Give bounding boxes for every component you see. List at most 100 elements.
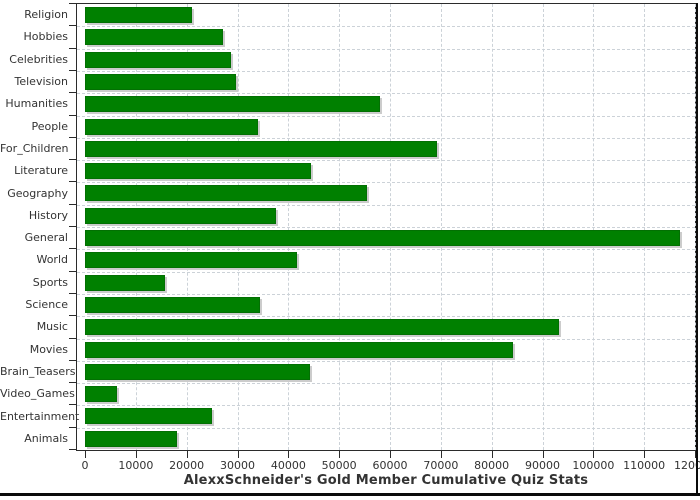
x-tick-label: 90000: [525, 459, 560, 472]
category-label: Brain_Teasers: [0, 364, 76, 378]
y-axis-tick: [69, 47, 76, 49]
bar-religion: [85, 7, 192, 23]
category-label: Hobbies: [23, 30, 68, 44]
x-axis-tick: [135, 451, 137, 458]
gridline-horizontal: [77, 427, 695, 429]
x-tick-label: 10000: [118, 459, 154, 472]
x-tick-label: 0: [81, 459, 89, 472]
category-label: General: [24, 231, 68, 245]
gridline-horizontal: [77, 316, 695, 318]
y-axis-tick: [69, 203, 76, 205]
gridline-horizontal: [77, 249, 695, 251]
gridline-horizontal: [77, 26, 695, 28]
category-label: Music: [36, 320, 68, 334]
x-axis-tick: [390, 451, 391, 458]
x-axis-tick: [491, 451, 493, 458]
x-axis-tick: [542, 451, 544, 458]
x-axis-tick: [339, 451, 341, 458]
y-axis-tick: [69, 359, 76, 361]
bar-brain_teasers: [85, 363, 311, 380]
bar-history: [85, 207, 277, 224]
y-axis-tick: [69, 248, 76, 250]
x-axis-tick: [593, 451, 595, 458]
gridline-horizontal: [77, 115, 695, 117]
y-axis-tick: [69, 3, 76, 4]
x-axis-tick: [288, 451, 290, 458]
gridline-horizontal: [77, 204, 695, 206]
x-tick-label: 80000: [474, 459, 510, 472]
gridline-horizontal: [77, 271, 695, 273]
category-label: People: [31, 119, 68, 133]
gridline-horizontal: [77, 293, 695, 295]
x-axis-tick: [237, 451, 239, 458]
y-axis-tick: [69, 92, 76, 94]
bar-literature: [85, 163, 311, 180]
category-label: Video_Games: [0, 387, 75, 401]
y-axis-tick: [69, 426, 76, 428]
category-label: Humanities: [5, 97, 68, 111]
bar-celebrities: [85, 51, 232, 68]
bar-for_children: [85, 140, 438, 157]
y-axis-tick: [69, 270, 76, 272]
y-axis-tick: [69, 315, 76, 317]
category-label: Movies: [29, 342, 68, 356]
y-axis-tick: [69, 25, 76, 27]
x-tick-label: 30000: [220, 459, 255, 472]
gridline-horizontal: [77, 360, 695, 362]
x-axis-tick: [644, 451, 646, 458]
y-axis-tick: [69, 159, 76, 161]
gridline-horizontal: [77, 70, 695, 72]
bar-geography: [85, 185, 368, 202]
x-tick-label: 70000: [423, 459, 459, 472]
bar-general: [85, 230, 680, 246]
x-tick-label: 50000: [321, 459, 357, 472]
gridline-horizontal: [77, 160, 695, 162]
category-label: Literature: [14, 164, 68, 178]
category-label: Celebrities: [9, 52, 68, 66]
category-label: For_Children: [0, 141, 69, 155]
chart-title: AlexxSchneider's Gold Member Cumulative …: [183, 473, 589, 488]
gridline-horizontal: [77, 48, 695, 50]
category-label: Television: [14, 75, 69, 89]
plot-area: [76, 3, 696, 451]
bar-entertainment: [85, 408, 213, 425]
bar-world: [85, 252, 298, 269]
x-axis-tick: [440, 451, 442, 458]
bar-television: [85, 73, 236, 90]
category-label: Religion: [24, 8, 68, 22]
x-tick-label: 100000: [572, 459, 615, 472]
y-axis-tick: [69, 114, 76, 116]
category-label: Animals: [24, 431, 68, 445]
y-axis-tick: [69, 382, 76, 384]
bar-humanities: [85, 96, 380, 113]
bar-hobbies: [85, 29, 224, 46]
gridline-horizontal: [77, 182, 695, 184]
x-tick-label: 60000: [372, 459, 408, 472]
bar-sports: [85, 274, 166, 291]
gridline-horizontal: [77, 338, 695, 340]
x-tick-label: 120000: [674, 459, 700, 472]
y-axis-tick: [69, 226, 76, 227]
y-axis-tick: [69, 292, 76, 294]
x-axis-tick: [186, 451, 188, 458]
x-tick-label: 20000: [169, 459, 205, 472]
category-label: Geography: [7, 186, 68, 200]
frame-bottom-border: [0, 493, 700, 496]
bar-movies: [85, 341, 514, 358]
y-axis-tick: [69, 181, 76, 183]
frame-right-border: [696, 3, 698, 496]
gridline-horizontal: [77, 137, 695, 139]
category-label: Entertainment: [0, 409, 80, 423]
gridline-horizontal: [77, 93, 695, 95]
category-label: World: [36, 253, 68, 267]
x-axis-tick: [695, 451, 696, 458]
bar-people: [85, 118, 258, 135]
x-tick-label: 40000: [270, 459, 306, 472]
bar-science: [85, 296, 260, 313]
y-axis-tick: [69, 69, 76, 71]
x-tick-label: 110000: [623, 459, 666, 472]
y-axis-tick: [69, 404, 76, 406]
bar-music: [85, 319, 560, 336]
gridline-horizontal: [77, 405, 695, 407]
